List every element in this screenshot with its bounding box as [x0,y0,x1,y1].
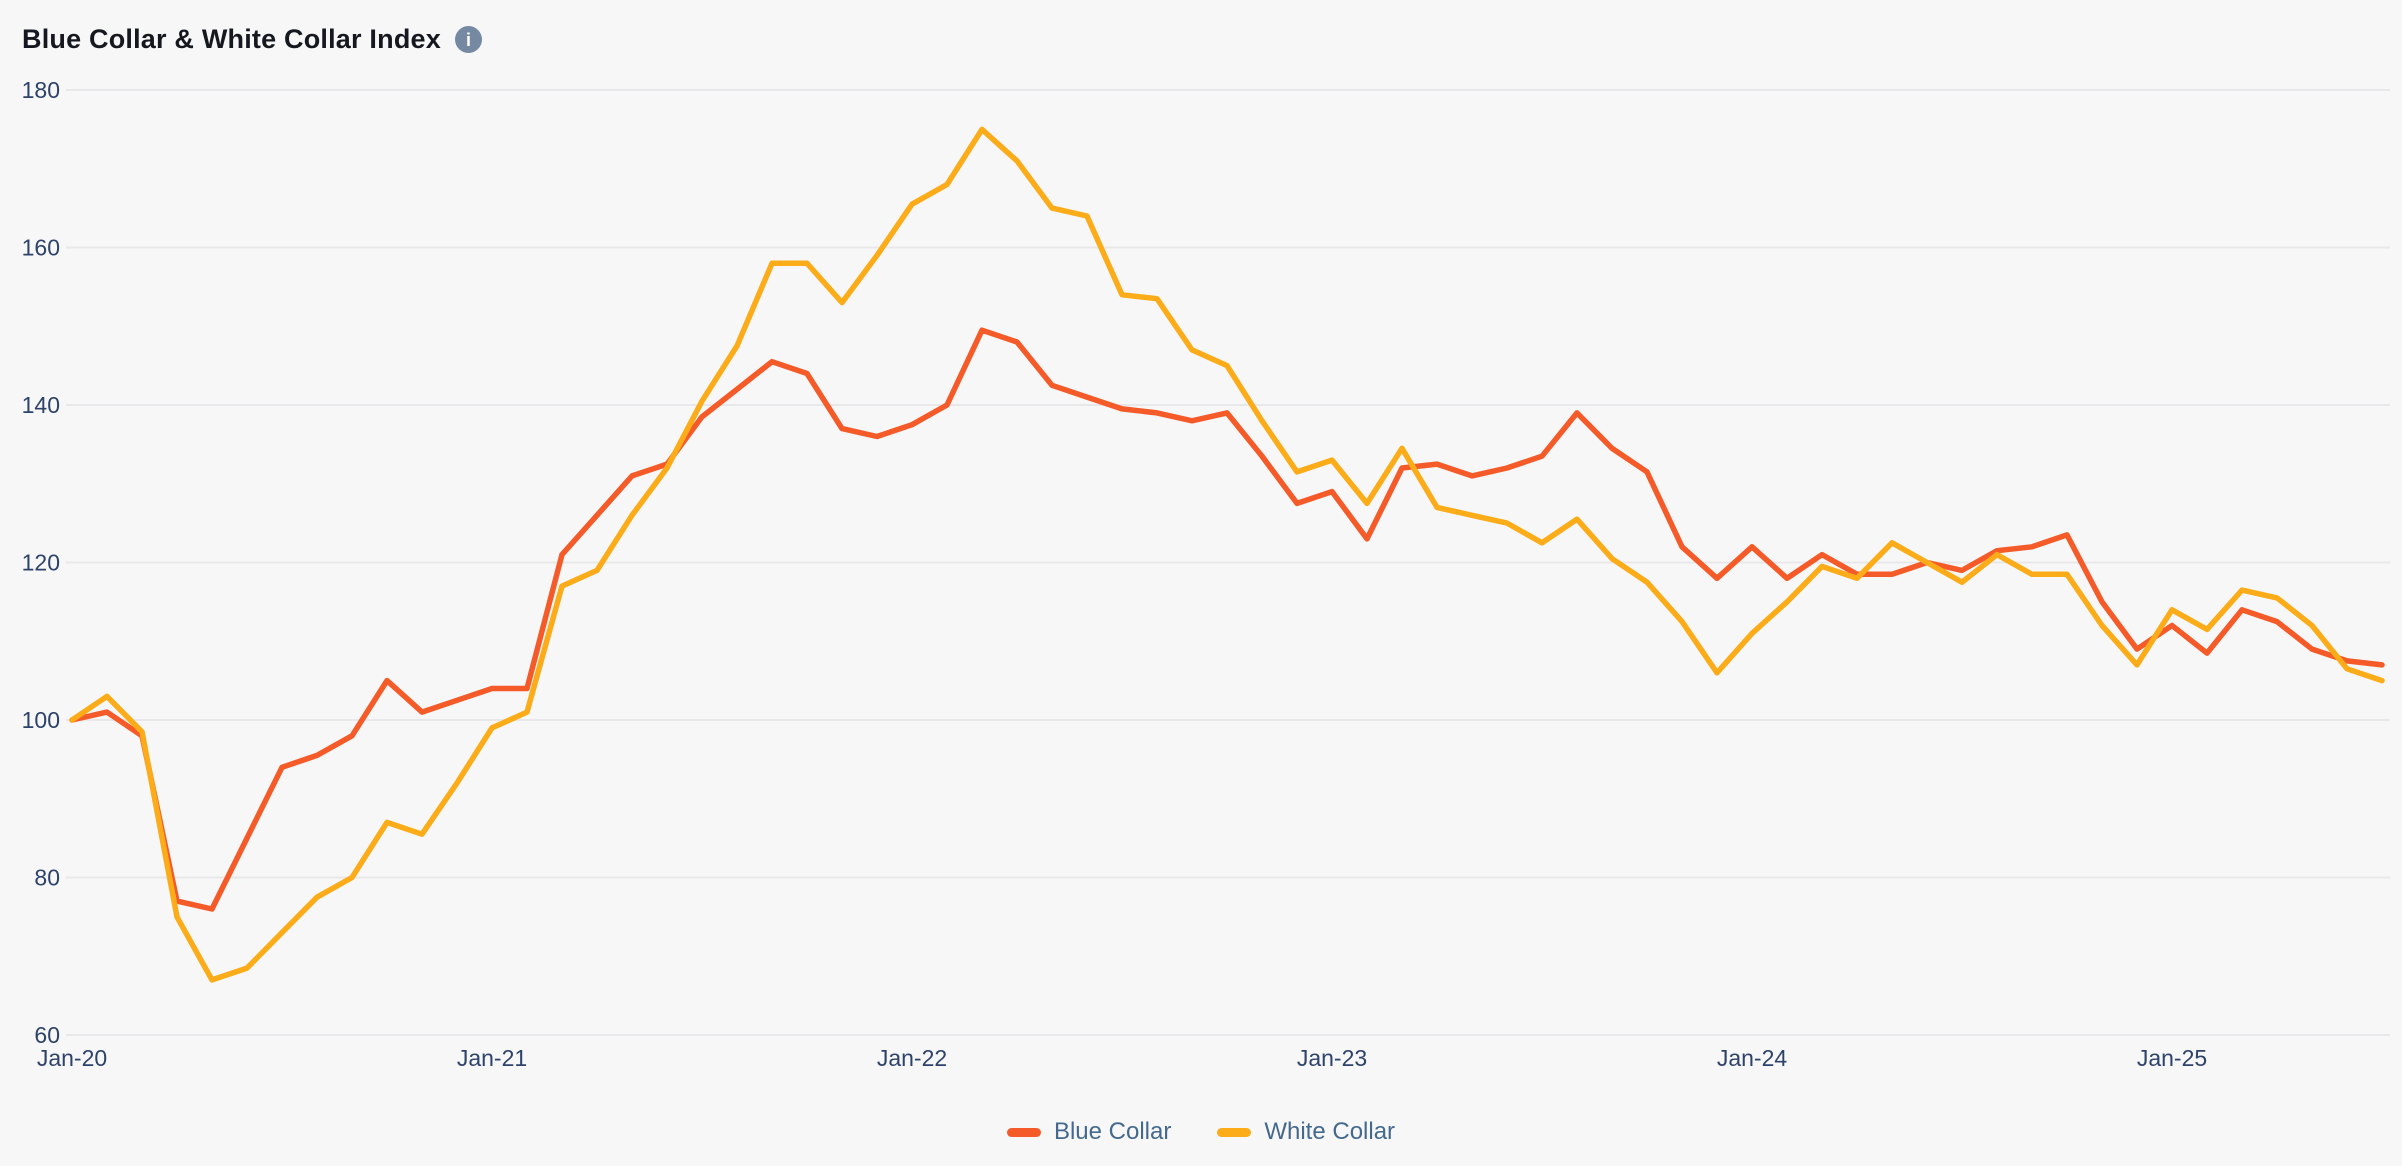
y-tick-label: 180 [22,77,60,103]
y-tick-label: 140 [22,392,60,418]
y-tick-label: 80 [34,865,60,891]
blue-collar-line [69,327,2385,912]
x-tick-label: Jan-24 [1717,1045,1788,1071]
y-tick-label: 60 [34,1022,60,1048]
chart-header: Blue Collar & White Collar Index i [22,26,482,53]
legend-item-blue-collar[interactable]: Blue Collar [1006,1118,1172,1146]
y-tick-label: 100 [22,707,60,733]
x-tick-label: Jan-21 [457,1045,527,1071]
x-tick-label: Jan-20 [37,1045,107,1071]
legend-label: White Collar [1264,1118,1396,1145]
white-collar-swatch-icon [1217,1127,1252,1137]
legend-label: Blue Collar [1053,1118,1172,1145]
chart-legend: Blue Collar White Collar [0,1108,2402,1156]
white-collar-line [69,126,2385,983]
y-tick-label: 160 [22,235,60,261]
gridlines [66,89,2390,1036]
x-tick-label: Jan-23 [1297,1045,1367,1071]
info-icon[interactable]: i [454,26,482,53]
legend-item-white-collar[interactable]: White Collar [1217,1118,1395,1146]
x-axis-labels: Jan-20 Jan-21 Jan-22 Jan-23 Jan-24 Jan-25 [37,1045,2207,1071]
x-tick-label: Jan-22 [877,1045,947,1071]
series-lines [69,126,2385,983]
page-title: Blue Collar & White Collar Index [22,24,441,54]
blue-collar-swatch-icon [1006,1127,1041,1137]
y-axis-labels: 180 160 140 120 100 80 60 [22,77,60,1048]
y-tick-label: 120 [22,550,60,576]
x-tick-label: Jan-25 [2137,1045,2207,1071]
